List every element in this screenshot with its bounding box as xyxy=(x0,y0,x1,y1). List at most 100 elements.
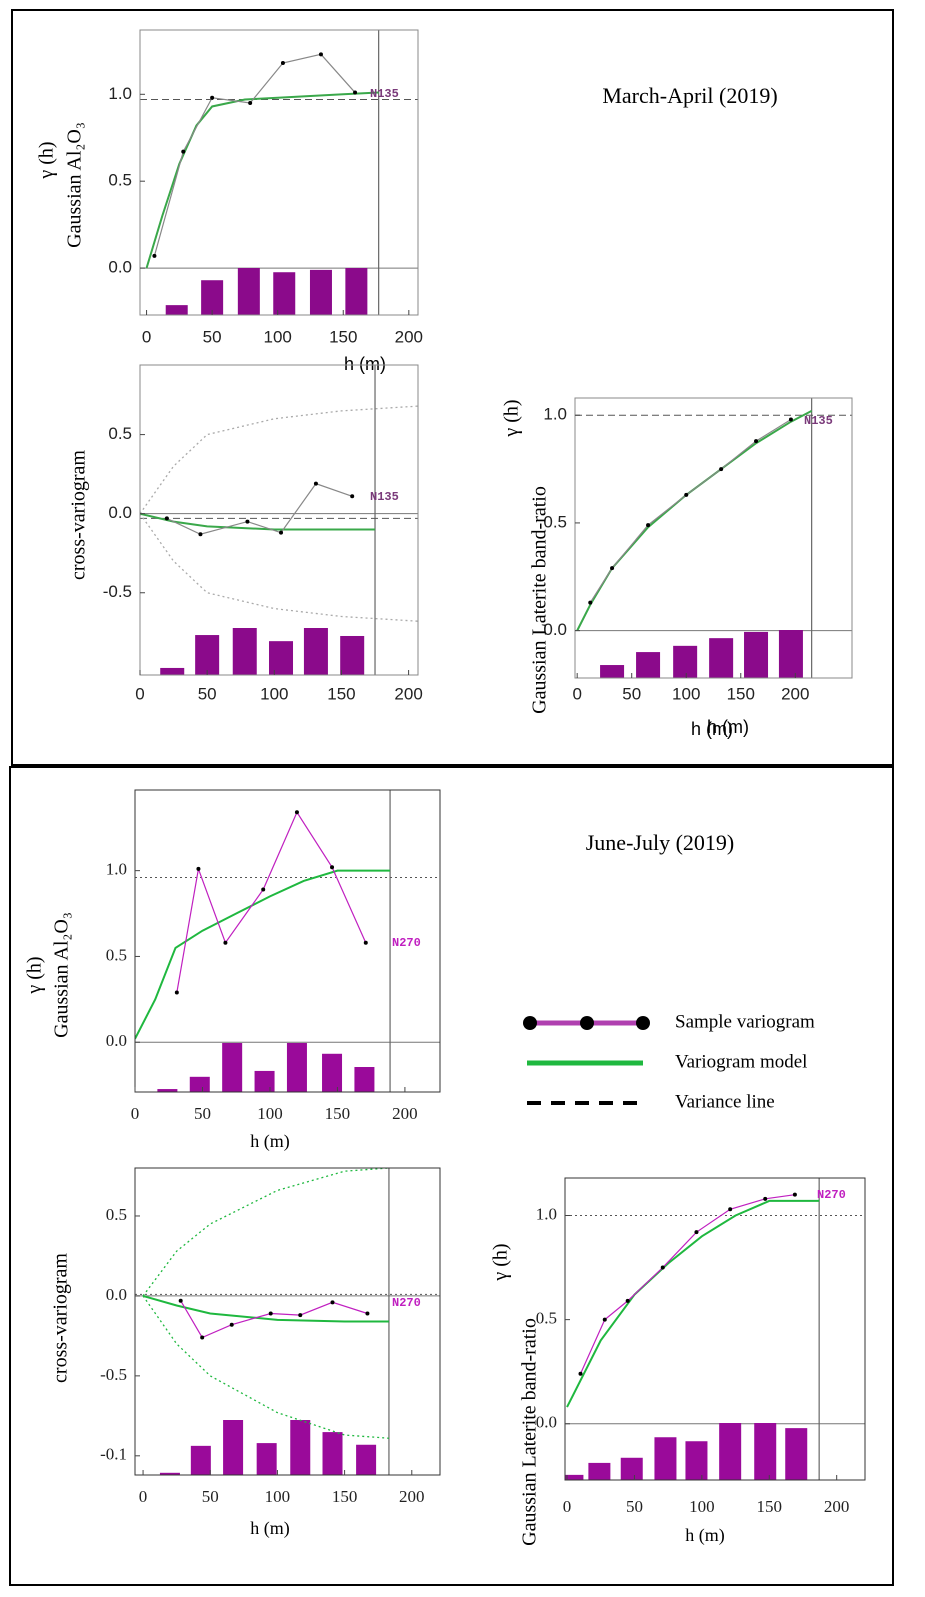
x-axis-label: h (m) xyxy=(344,354,386,374)
model-line xyxy=(566,1199,820,1408)
pair-bar xyxy=(354,1067,375,1092)
pair-bar xyxy=(673,645,698,678)
pair-bar xyxy=(754,1423,777,1480)
annotation: N135 xyxy=(804,414,833,428)
sample-point xyxy=(363,940,368,945)
y-tick-label: 0.0 xyxy=(106,1285,127,1304)
sample-point xyxy=(261,887,266,892)
x-tick-label: 50 xyxy=(198,684,217,703)
sample-point xyxy=(229,1322,234,1327)
x-tick-label: 200 xyxy=(395,327,423,346)
y-axis-label: γ (h) xyxy=(24,956,46,994)
pair-bar xyxy=(685,1441,708,1480)
panel-title: June-July (2019) xyxy=(586,830,734,855)
chart-axes: 0.0 0.5 1.0 0 50 100 150 200 γ (h) Gaussian Al₂O₃… xyxy=(24,789,441,1152)
x-tick-label: 0 xyxy=(139,1487,148,1506)
pair-bar xyxy=(654,1437,677,1480)
annotation: N270 xyxy=(817,1188,846,1202)
pair-bar xyxy=(256,1443,277,1475)
pair-bar xyxy=(273,272,296,315)
sample-point xyxy=(164,516,169,521)
pair-bar xyxy=(340,635,365,675)
chart: N135 xyxy=(140,30,418,315)
x-tick-label: 0 xyxy=(135,684,144,703)
x-axis-label: h (m) xyxy=(691,719,733,739)
chart-axes: -0.5 0.0 0.5 0 50 100 150 200 cross-variogram h (… xyxy=(68,364,749,737)
envelope xyxy=(142,1168,389,1297)
y-tick-label: 0.0 xyxy=(108,503,132,522)
x-tick-label: 50 xyxy=(203,327,222,346)
sample-point xyxy=(602,1317,607,1322)
y-tick-label: 0.0 xyxy=(108,258,132,277)
sample-line xyxy=(166,482,353,535)
annotation: N135 xyxy=(370,87,399,101)
x-tick-label: 0 xyxy=(572,684,581,703)
pair-bar xyxy=(600,665,625,678)
sample-point xyxy=(684,492,689,497)
legend-dot xyxy=(580,1016,594,1030)
panel-title: March-April (2019) xyxy=(602,83,777,108)
pair-bar xyxy=(189,1076,210,1092)
sample-point xyxy=(728,1207,733,1212)
legend-dot xyxy=(523,1016,537,1030)
sample-point xyxy=(694,1230,699,1235)
x-tick-label: 100 xyxy=(260,684,288,703)
legend-label: Sample variogram xyxy=(675,1011,815,1032)
y-tick-label: 0.5 xyxy=(108,424,132,443)
pair-bar xyxy=(160,667,185,675)
pair-bar xyxy=(322,1053,343,1092)
sample-point xyxy=(763,1196,768,1201)
plot-frame xyxy=(564,1177,866,1481)
x-tick-label: 200 xyxy=(392,1104,418,1123)
pair-bar xyxy=(719,1423,742,1480)
x-tick-label: 50 xyxy=(202,1487,219,1506)
y-axis-label: Gaussian Al₂O₃ xyxy=(64,122,86,248)
y-tick-label: 0.5 xyxy=(536,1309,557,1328)
x-tick-label: 150 xyxy=(332,1487,358,1506)
sample-point xyxy=(178,1298,183,1303)
x-tick-label: 50 xyxy=(622,684,641,703)
x-axis-label: h (m) xyxy=(707,717,749,737)
pair-bar xyxy=(303,628,328,675)
pair-bar xyxy=(195,635,220,675)
sample-point xyxy=(268,1311,273,1316)
sample-point xyxy=(294,810,299,815)
x-tick-label: 200 xyxy=(781,684,809,703)
annotation: N270 xyxy=(392,936,421,950)
sample-line xyxy=(579,1194,795,1375)
annotation: N270 xyxy=(392,1296,421,1310)
x-tick-label: 100 xyxy=(257,1104,283,1123)
pair-bar xyxy=(223,1420,244,1475)
y-tick-label: 0.5 xyxy=(106,945,127,964)
sample-point xyxy=(248,100,253,105)
sample-point xyxy=(610,566,615,571)
x-tick-label: 100 xyxy=(689,1497,715,1516)
sample-point xyxy=(181,149,186,154)
sample-point xyxy=(754,439,759,444)
pair-bar xyxy=(232,628,257,675)
annotation: N135 xyxy=(370,490,399,504)
pair-bar xyxy=(157,1089,178,1092)
pair-bar xyxy=(356,1444,377,1475)
y-tick-label: 0.0 xyxy=(543,620,567,639)
pair-bar xyxy=(709,638,734,678)
x-tick-label: 150 xyxy=(325,1104,351,1123)
sample-point xyxy=(298,1313,303,1318)
sample-point xyxy=(279,530,284,535)
chart: N270 xyxy=(135,790,440,1092)
sample-point xyxy=(365,1311,370,1316)
panel-frame xyxy=(9,766,894,1586)
model-line xyxy=(135,869,391,1040)
sample-point xyxy=(223,940,228,945)
y-tick-label: -0.1 xyxy=(100,1445,127,1464)
x-tick-label: 150 xyxy=(757,1497,783,1516)
sample-point xyxy=(330,865,335,870)
pair-bar xyxy=(322,1432,343,1475)
y-tick-label: 1.0 xyxy=(536,1204,557,1223)
plot-frame xyxy=(574,397,853,679)
sample-point xyxy=(350,494,355,499)
pair-bar xyxy=(744,631,769,678)
y-tick-label: 0.0 xyxy=(106,1031,127,1050)
x-tick-label: 200 xyxy=(399,1487,425,1506)
